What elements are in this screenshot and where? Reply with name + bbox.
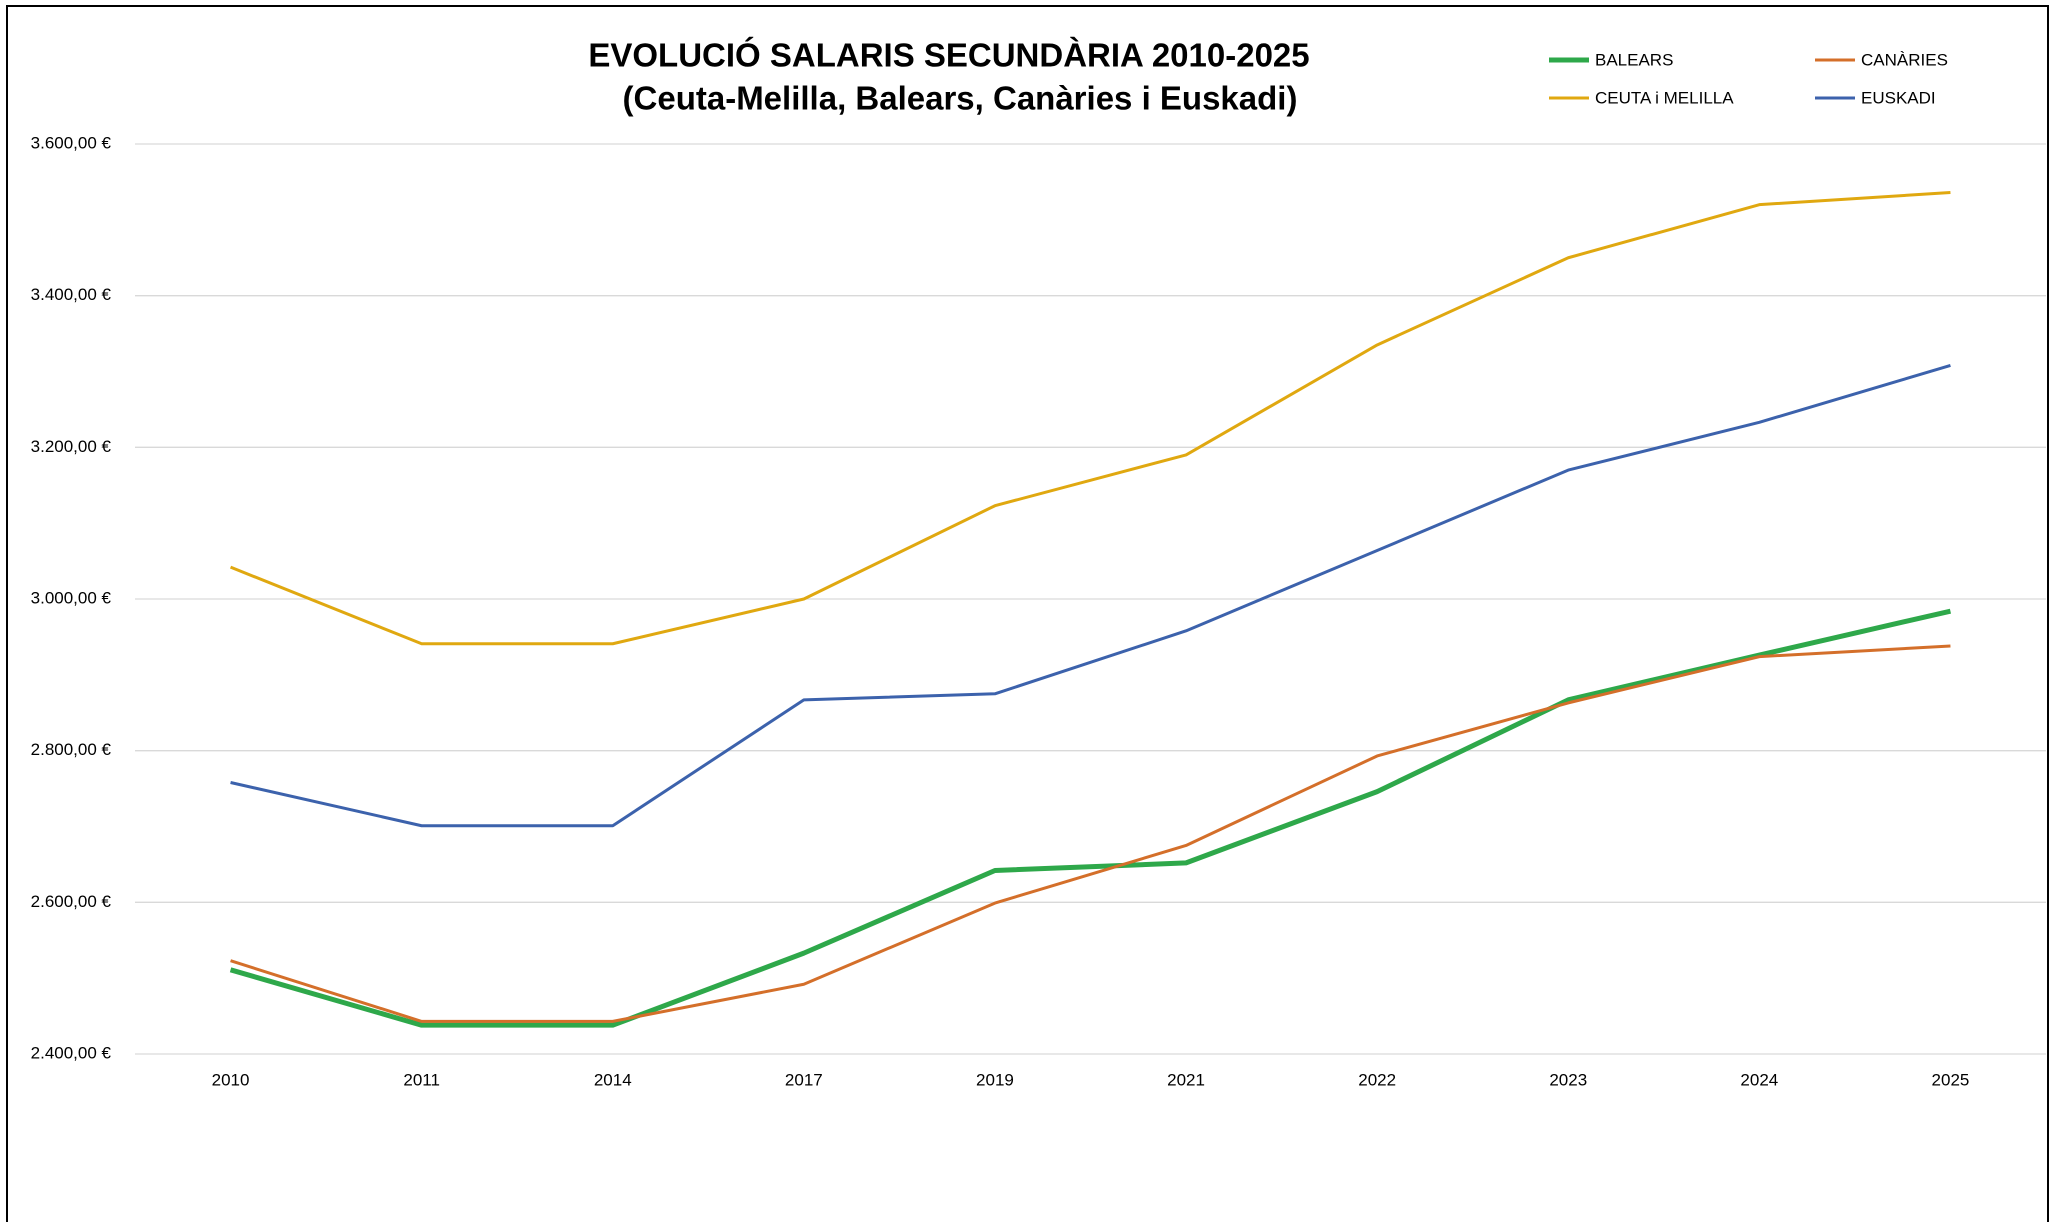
x-tick-label: 2024	[1740, 1070, 1778, 1089]
series-line	[230, 363, 1951, 828]
x-tick-label: 2017	[785, 1070, 823, 1089]
chart-subtitle: (Ceuta-Melilla, Balears, Canàries i Eusk…	[623, 80, 1298, 117]
legend-label: BALEARS	[1595, 50, 1673, 69]
series-line	[229, 608, 1952, 1028]
x-tick-label: 2023	[1549, 1070, 1587, 1089]
y-tick-label: 2.400,00 €	[31, 1043, 112, 1062]
legend-label: CEUTA i MELILLA	[1595, 88, 1734, 107]
legend-label: CANÀRIES	[1861, 50, 1948, 69]
x-tick-label: 2019	[976, 1070, 1014, 1089]
x-tick-label: 2011	[403, 1070, 440, 1089]
x-tick-label: 2022	[1358, 1070, 1396, 1089]
x-tick-label: 2025	[1932, 1070, 1970, 1089]
chart-title: EVOLUCIÓ SALARIS SECUNDÀRIA 2010-2025	[588, 37, 1309, 74]
y-tick-label: 2.600,00 €	[31, 892, 112, 911]
chart-frame	[6, 5, 2049, 1222]
x-tick-label: 2010	[212, 1070, 250, 1089]
series-line	[229, 191, 1951, 646]
y-tick-label: 3.000,00 €	[31, 588, 112, 607]
legend-label: EUSKADI	[1861, 88, 1936, 107]
y-tick-label: 3.400,00 €	[31, 285, 112, 304]
x-tick-label: 2014	[594, 1070, 632, 1089]
x-tick-label: 2021	[1167, 1070, 1205, 1089]
y-tick-label: 2.800,00 €	[31, 740, 112, 759]
y-tick-label: 3.600,00 €	[31, 133, 112, 152]
series-line	[230, 644, 1951, 1023]
y-tick-label: 3.200,00 €	[31, 437, 112, 456]
